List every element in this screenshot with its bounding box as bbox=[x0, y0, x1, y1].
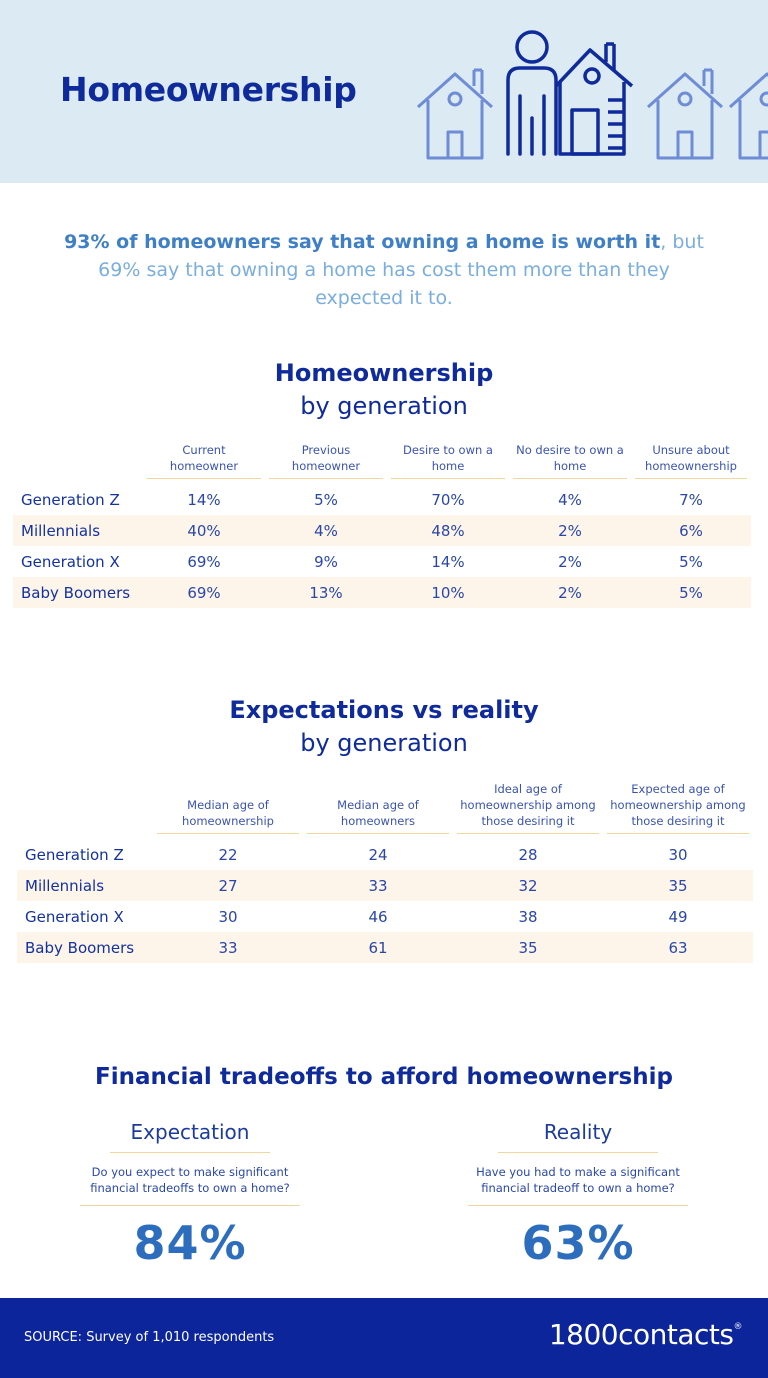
table-cell: 63 bbox=[603, 932, 753, 963]
table-header: Expected age of homeownership among thos… bbox=[603, 781, 753, 839]
person-icon bbox=[506, 30, 558, 156]
row-label: Millennials bbox=[13, 515, 143, 546]
table-row: Millennials 27 33 32 35 bbox=[17, 870, 753, 901]
table-row: Generation X 30 46 38 49 bbox=[17, 901, 753, 932]
table-header-row: Median age of homeownership Median age o… bbox=[17, 781, 753, 839]
table-cell: 69% bbox=[187, 552, 221, 571]
table-cell: 10% bbox=[387, 577, 509, 608]
table-row: Generation Z 22 24 28 30 bbox=[17, 839, 753, 870]
table-row: Baby Boomers 33 61 35 63 bbox=[17, 932, 753, 963]
table-cell: 70% bbox=[431, 490, 465, 509]
row-label: Generation X bbox=[25, 907, 124, 926]
table-cell: 2% bbox=[509, 515, 631, 546]
registered-mark: ® bbox=[733, 1322, 743, 1332]
table-cell: 48% bbox=[387, 515, 509, 546]
table-cell: 4% bbox=[265, 515, 387, 546]
table-cell: 14% bbox=[431, 552, 465, 571]
house-outline-icon bbox=[647, 68, 723, 160]
table-cell: 61 bbox=[303, 932, 453, 963]
table-cell: 46 bbox=[368, 907, 388, 926]
row-label: Baby Boomers bbox=[13, 577, 143, 608]
table-cell: 24 bbox=[368, 845, 388, 864]
table-cell: 32 bbox=[453, 870, 603, 901]
table-cell: 5% bbox=[679, 552, 703, 571]
expectation-value: 84% bbox=[133, 1216, 247, 1270]
tradeoffs-title: Financial tradeoffs to afford homeowners… bbox=[95, 1064, 673, 1090]
table-cell: 14% bbox=[187, 490, 221, 509]
table-cell: 30 bbox=[668, 845, 688, 864]
source-note: SOURCE: Survey of 1,010 respondents bbox=[24, 1330, 275, 1345]
table-header-empty bbox=[17, 781, 153, 839]
table-header: Median age of homeowners bbox=[303, 781, 453, 839]
table-row: Generation X 69% 9% 14% 2% 5% bbox=[13, 546, 751, 577]
expectation-column: Expectation Do you expect to make signif… bbox=[40, 1120, 340, 1270]
ownership-title: Homeownership bbox=[274, 359, 494, 387]
brand-logo: 1800contacts® bbox=[548, 1318, 743, 1351]
expectations-table: Median age of homeownership Median age o… bbox=[17, 781, 753, 963]
table-cell: 33 bbox=[153, 932, 303, 963]
intro-bold: 93% of homeowners say that owning a home… bbox=[64, 231, 661, 253]
house-outline-icon bbox=[417, 68, 493, 160]
table-cell: 35 bbox=[603, 870, 753, 901]
table-row: Baby Boomers 69% 13% 10% 2% 5% bbox=[13, 577, 751, 608]
table-cell: 22 bbox=[218, 845, 238, 864]
expectations-subtitle: by generation bbox=[300, 729, 468, 757]
table-cell: 27 bbox=[153, 870, 303, 901]
footer-bar: SOURCE: Survey of 1,010 respondents 1800… bbox=[0, 1298, 768, 1378]
expectation-question: Do you expect to make significant financ… bbox=[80, 1153, 300, 1206]
table-cell: 33 bbox=[303, 870, 453, 901]
table-cell: 6% bbox=[631, 515, 751, 546]
header-banner: Homeownership bbox=[0, 0, 768, 183]
page-title: Homeownership bbox=[60, 70, 357, 109]
ownership-section-title: Homeownership by generation bbox=[0, 357, 768, 423]
reality-question: Have you had to make a significant finan… bbox=[468, 1153, 688, 1206]
table-cell: 13% bbox=[265, 577, 387, 608]
reality-value: 63% bbox=[521, 1216, 635, 1270]
row-label: Baby Boomers bbox=[17, 932, 153, 963]
table-header: Unsure about homeownership bbox=[631, 442, 751, 484]
table-header: Median age of homeownership bbox=[153, 781, 303, 839]
row-label: Generation Z bbox=[21, 490, 120, 509]
table-cell: 9% bbox=[314, 552, 338, 571]
table-cell: 4% bbox=[558, 490, 582, 509]
expectations-title: Expectations vs reality bbox=[229, 696, 539, 724]
table-header: Ideal age of homeownership among those d… bbox=[453, 781, 603, 839]
ownership-subtitle: by generation bbox=[300, 392, 468, 420]
table-cell: 38 bbox=[518, 907, 538, 926]
table-row: Generation Z 14% 5% 70% 4% 7% bbox=[13, 484, 751, 515]
row-label: Generation X bbox=[21, 552, 120, 571]
expectation-heading: Expectation bbox=[110, 1120, 270, 1153]
table-cell: 30 bbox=[218, 907, 238, 926]
table-header-row: Current homeowner Previous homeowner Des… bbox=[13, 442, 751, 484]
table-cell: 35 bbox=[453, 932, 603, 963]
table-header-empty bbox=[13, 442, 143, 484]
table-cell: 2% bbox=[509, 577, 631, 608]
table-cell: 5% bbox=[631, 577, 751, 608]
houses-illustration bbox=[417, 30, 768, 160]
expectations-section-title: Expectations vs reality by generation bbox=[0, 694, 768, 760]
table-cell: 69% bbox=[143, 577, 265, 608]
ownership-table: Current homeowner Previous homeowner Des… bbox=[13, 442, 751, 608]
house-outline-icon bbox=[729, 72, 768, 160]
table-row: Millennials 40% 4% 48% 2% 6% bbox=[13, 515, 751, 546]
intro-statement: 93% of homeowners say that owning a home… bbox=[60, 228, 708, 312]
table-header: Previous homeowner bbox=[265, 442, 387, 484]
house-tall-icon bbox=[554, 42, 634, 156]
table-cell: 7% bbox=[679, 490, 703, 509]
table-header: No desire to own a home bbox=[509, 442, 631, 484]
table-cell: 2% bbox=[558, 552, 582, 571]
row-label: Generation Z bbox=[25, 845, 124, 864]
brand-logo-text: 1800contacts bbox=[548, 1318, 734, 1351]
row-label: Millennials bbox=[17, 870, 153, 901]
reality-heading: Reality bbox=[498, 1120, 658, 1153]
table-cell: 40% bbox=[143, 515, 265, 546]
reality-column: Reality Have you had to make a significa… bbox=[428, 1120, 728, 1270]
table-cell: 49 bbox=[668, 907, 688, 926]
table-header: Current homeowner bbox=[143, 442, 265, 484]
table-cell: 28 bbox=[518, 845, 538, 864]
table-header: Desire to own a home bbox=[387, 442, 509, 484]
table-cell: 5% bbox=[314, 490, 338, 509]
intro-rest: , but 69% say that owning a home has cos… bbox=[98, 231, 704, 309]
